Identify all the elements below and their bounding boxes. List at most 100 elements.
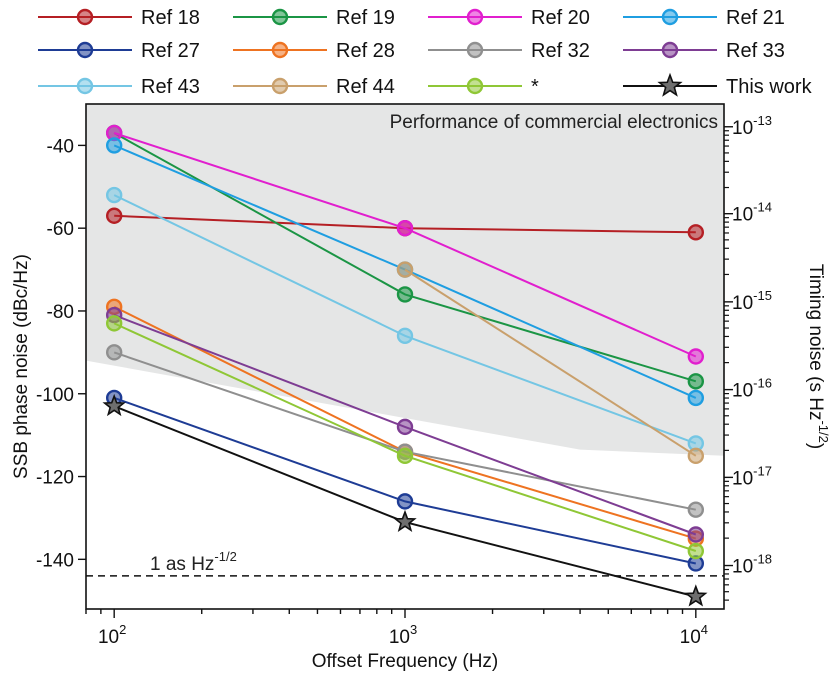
series-ref-27 (105, 389, 705, 572)
x-tick-exp: 4 (701, 622, 708, 637)
y2-tick-label--14: 10-14 (732, 200, 772, 226)
series-line-ref-44 (404, 268, 697, 457)
legend-item-ref-19: Ref 19 (233, 7, 395, 29)
commercial-electronics-label: Performance of commercial electronics (390, 112, 718, 133)
legend-marker-ref-43 (76, 77, 94, 95)
x-axis-title: Offset Frequency (Hz) (312, 651, 499, 672)
legend-marker-ref-27 (76, 41, 94, 59)
series-ref-44 (396, 261, 705, 465)
commercial-electronics-region (86, 104, 724, 456)
y-tick-label--60: -60 (47, 219, 74, 240)
point-ref-21-100 (105, 137, 123, 154)
point-ref-43-100 (105, 186, 123, 204)
legend-label-ref-27: Ref 27 (141, 40, 200, 62)
series-this-work (102, 393, 708, 607)
y-tick-label--40: -40 (47, 136, 74, 157)
legend-label-ref-21: Ref 21 (726, 7, 785, 29)
x-tick-label-100: 102 (98, 622, 126, 648)
series-ref-33 (105, 306, 705, 543)
point-ref-18-10000 (687, 224, 705, 241)
x-tick-base: 10 (389, 627, 410, 648)
legend-marker-ref-20 (466, 8, 484, 26)
point-asterisk-100 (105, 315, 123, 332)
x-tick-exp: 2 (119, 622, 126, 637)
legend-item-ref-32: Ref 32 (428, 40, 590, 62)
legend-item-asterisk: * (428, 76, 539, 98)
series-layer (102, 124, 708, 607)
y2-tick-label--15: 10-15 (732, 288, 772, 314)
legend-marker-this-work (657, 72, 683, 97)
legend-item-ref-33: Ref 33 (623, 40, 785, 62)
point-ref-19-10000 (687, 373, 705, 390)
legend: Ref 18 Ref 19 Ref 20 Ref 21 Ref 27 Ref 28 Ref … (38, 7, 813, 98)
legend-marker-ref-21 (661, 8, 679, 26)
point-ref-20-10000 (687, 348, 705, 365)
point-ref-33-1000 (396, 418, 414, 436)
point-asterisk-1000 (396, 447, 414, 465)
legend-label-ref-32: Ref 32 (531, 40, 590, 62)
legend-item-this-work: This work (623, 72, 813, 98)
point-ref-32-10000 (687, 501, 705, 518)
legend-label-ref-28: Ref 28 (336, 40, 395, 62)
point-ref-43-1000 (396, 327, 414, 345)
y2-tick-exp: -17 (753, 463, 772, 478)
y-tick-label--120: -120 (36, 468, 74, 489)
point-ref-18-100 (105, 207, 123, 224)
y2-tick-exp: -15 (753, 288, 772, 303)
x-tick-label-1000: 103 (389, 622, 417, 648)
legend-marker-ref-33 (661, 41, 679, 59)
series-ref-20 (105, 124, 705, 365)
y2-tick-base: 10 (732, 205, 753, 226)
y-axis-title: SSB phase noise (dBc/Hz) (11, 254, 32, 479)
legend-label-asterisk: * (531, 76, 539, 98)
x-tick-base: 10 (680, 627, 701, 648)
y2-tick-exp: -14 (753, 200, 772, 215)
y2-tick-exp: -16 (753, 376, 772, 391)
y2-title-main: Timing noise (s Hz (805, 264, 826, 421)
point-ref-33-10000 (687, 526, 705, 543)
y2-tick-base: 10 (732, 293, 753, 314)
ref-label-main: 1 as Hz (150, 554, 214, 575)
y2-tick-base: 10 (732, 118, 753, 139)
legend-marker-ref-18 (76, 8, 94, 26)
legend-label-ref-44: Ref 44 (336, 76, 395, 98)
legend-marker-asterisk (466, 77, 484, 95)
legend-label-ref-33: Ref 33 (726, 40, 785, 62)
point-ref-19-1000 (396, 286, 414, 303)
legend-label-this-work: This work (726, 76, 813, 98)
legend-item-ref-43: Ref 43 (38, 76, 200, 98)
y-tick-label--80: -80 (47, 302, 74, 323)
legend-label-ref-20: Ref 20 (531, 7, 590, 29)
legend-label-ref-18: Ref 18 (141, 7, 200, 29)
x-axis: 102 103 104 (85, 609, 708, 648)
legend-marker-ref-32 (466, 41, 484, 59)
x-tick-base: 10 (98, 627, 119, 648)
legend-item-ref-21: Ref 21 (623, 7, 785, 29)
y2-tick-exp: -13 (753, 113, 772, 128)
y2-tick-exp: -18 (753, 552, 772, 567)
x-tick-label-10000: 104 (680, 622, 708, 648)
point-this-work-1000 (393, 509, 417, 533)
legend-marker-ref-19 (271, 8, 289, 26)
point-ref-44-10000 (687, 447, 705, 465)
legend-item-ref-27: Ref 27 (38, 40, 200, 62)
legend-item-ref-20: Ref 20 (428, 7, 590, 29)
legend-marker-ref-44 (271, 77, 289, 95)
y2-tick-base: 10 (732, 468, 753, 489)
y2-tick-label--13: 10-13 (732, 113, 772, 139)
plot-area: Performance of commercial electronics 1 … (85, 103, 725, 610)
y-tick-label--140: -140 (36, 550, 74, 571)
point-ref-27-1000 (396, 493, 414, 510)
y2-tick-label--16: 10-16 (732, 376, 772, 402)
series-ref-43 (105, 186, 705, 452)
y2-tick-base: 10 (732, 381, 753, 402)
legend-label-ref-19: Ref 19 (336, 7, 395, 29)
y2-tick-label--17: 10-17 (732, 463, 772, 489)
y2-title-close: ) (805, 443, 826, 449)
ref-label-sup: -1/2 (214, 549, 236, 564)
y-axis-left: -40 -60 -80 -100 -120 -140 (36, 136, 86, 571)
point-this-work-10000 (684, 584, 708, 607)
legend-item-ref-44: Ref 44 (233, 76, 395, 98)
series-asterisk (105, 315, 705, 560)
